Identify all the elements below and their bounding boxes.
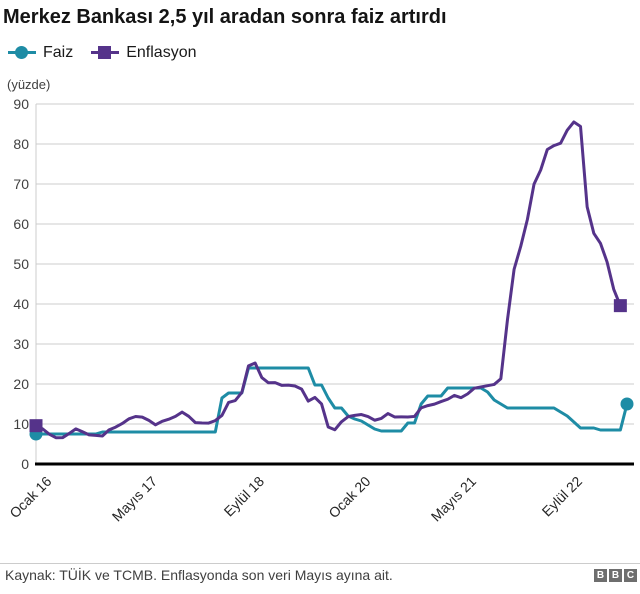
series-line-enflasyon bbox=[35, 120, 622, 440]
footer-divider bbox=[0, 563, 640, 564]
y-tick-label: 60 bbox=[13, 216, 29, 232]
legend-item-faiz: Faiz bbox=[8, 44, 73, 62]
y-tick-label: 20 bbox=[13, 376, 29, 392]
y-tick-label: 80 bbox=[13, 136, 29, 152]
y-tick-label: 40 bbox=[13, 296, 29, 312]
y-tick-label: 70 bbox=[13, 176, 29, 192]
bbc-logo-block: B bbox=[594, 568, 607, 582]
y-tick-label: 0 bbox=[21, 456, 29, 472]
series-line-faiz bbox=[36, 366, 629, 436]
legend: Faiz Enflasyon bbox=[8, 44, 197, 62]
y-tick-label: 10 bbox=[13, 416, 29, 432]
legend-label-faiz: Faiz bbox=[43, 44, 74, 61]
faiz-line-circle-icon bbox=[8, 46, 36, 60]
marker-enflasyon-end bbox=[613, 299, 627, 313]
bbc-logo-block: C bbox=[624, 568, 637, 582]
enflasyon-line-square-icon bbox=[91, 46, 120, 60]
legend-item-enflasyon: Enflasyon bbox=[91, 44, 197, 62]
bbc-logo-block: B bbox=[609, 568, 622, 582]
marker-enflasyon-start bbox=[29, 419, 43, 433]
legend-label-enflasyon: Enflasyon bbox=[126, 44, 197, 61]
y-tick-label: 50 bbox=[13, 256, 29, 272]
footer: Kaynak: TÜİK ve TCMB. Enflasyonda son ve… bbox=[5, 567, 637, 583]
y-tick-label: 30 bbox=[13, 336, 29, 352]
source-note: Kaynak: TÜİK ve TCMB. Enflasyonda son ve… bbox=[5, 567, 393, 583]
marker-faiz-end bbox=[620, 397, 634, 411]
bbc-logo: B B C bbox=[594, 568, 637, 582]
y-axis-unit: (yüzde) bbox=[7, 77, 51, 92]
y-tick-label: 90 bbox=[13, 96, 29, 112]
chart-title: Merkez Bankası 2,5 yıl aradan sonra faiz… bbox=[3, 6, 447, 28]
